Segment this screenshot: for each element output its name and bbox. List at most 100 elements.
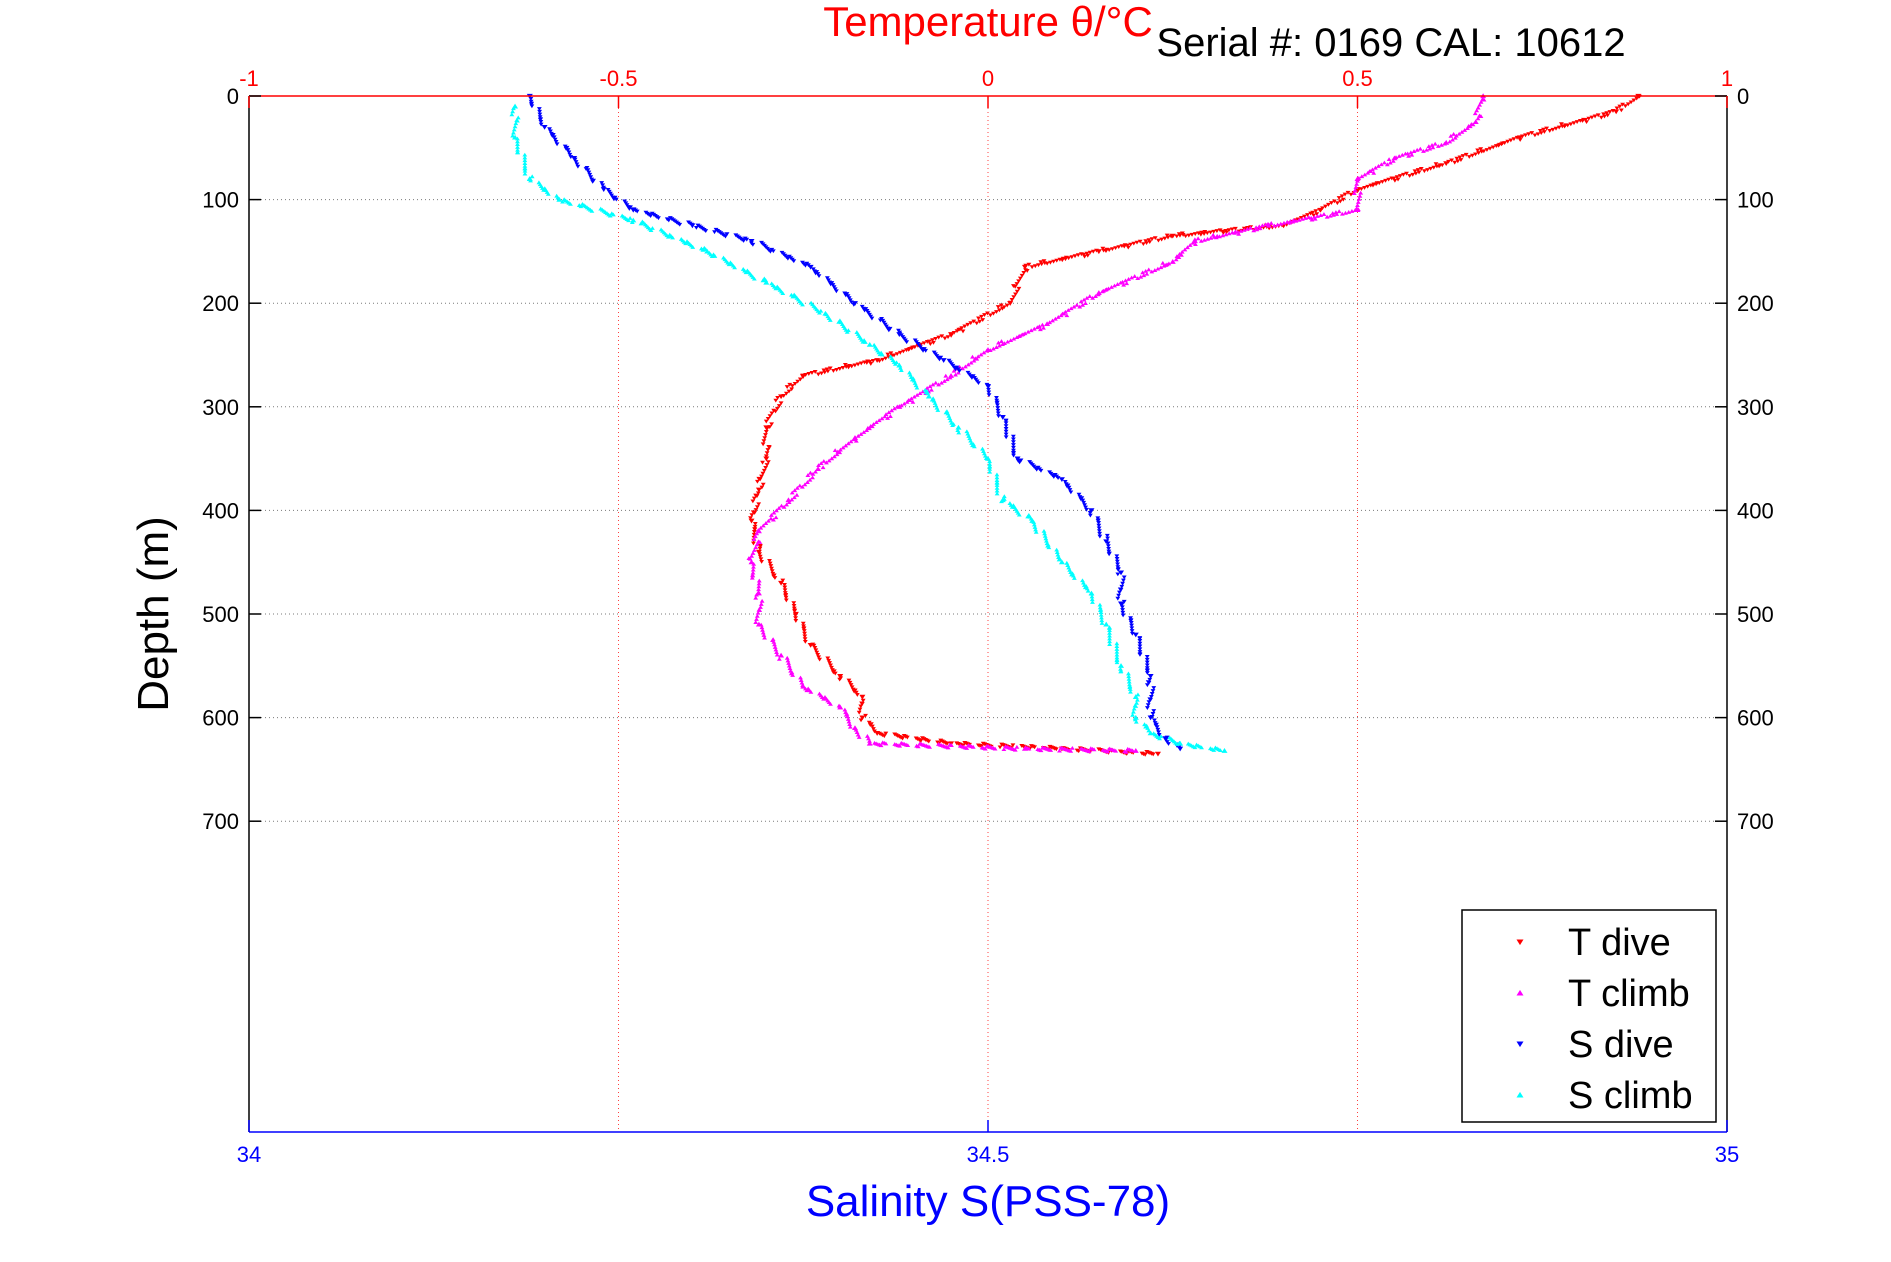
data-point-interp	[1040, 322, 1045, 327]
data-point-interp	[1154, 722, 1159, 727]
data-point-interp	[1131, 241, 1137, 246]
data-point-interp	[1014, 335, 1020, 340]
data-point-interp	[828, 701, 833, 706]
data-point-interp	[1473, 152, 1478, 157]
data-point	[556, 196, 563, 202]
data-point-interp	[1623, 104, 1628, 109]
data-point-interp	[1414, 147, 1420, 152]
data-point-interp	[753, 545, 759, 550]
data-point-interp	[1127, 687, 1133, 691]
data-point-interp	[751, 537, 757, 541]
data-point-interp	[589, 208, 595, 213]
data-point-interp	[1602, 114, 1607, 119]
data-point-interp	[1426, 144, 1432, 149]
data-point-interp	[1334, 201, 1340, 206]
data-point-interp	[753, 595, 759, 600]
data-point-interp	[522, 168, 528, 173]
data-point-interp	[1011, 443, 1016, 447]
data-point-interp	[1156, 732, 1162, 737]
data-point-interp	[862, 340, 868, 344]
data-point-interp	[844, 292, 850, 296]
data-point-interp	[1048, 748, 1054, 752]
data-point-interp	[1137, 652, 1143, 657]
data-point-interp	[851, 302, 857, 307]
data-point	[1088, 508, 1095, 514]
data-point-interp	[1394, 175, 1400, 180]
data-point-interp	[843, 443, 849, 448]
data-point-interp	[756, 476, 762, 481]
data-point-interp	[758, 622, 764, 627]
data-point-interp	[1352, 208, 1358, 212]
data-point-interp	[746, 556, 752, 560]
data-point	[1014, 456, 1021, 462]
data-point-interp	[1069, 745, 1075, 750]
data-point-interp	[575, 164, 581, 169]
data-point-interp	[1128, 616, 1133, 621]
data-point-interp	[1149, 237, 1155, 242]
data-point-interp	[588, 175, 594, 180]
data-point-interp	[1095, 518, 1101, 523]
data-point-interp	[1087, 294, 1093, 298]
data-point-interp	[744, 237, 750, 242]
data-point-interp	[948, 333, 954, 338]
data-point-interp	[1149, 692, 1155, 696]
data-point-interp	[810, 267, 816, 272]
data-point-interp	[1089, 597, 1095, 602]
data-point-interp	[938, 355, 944, 360]
data-point-interp	[1185, 245, 1190, 250]
data-point-interp	[1150, 752, 1156, 757]
data-point-interp	[1418, 166, 1424, 171]
data-point-interp	[1084, 295, 1090, 300]
data-point-interp	[1147, 677, 1153, 682]
data-point-interp	[1628, 100, 1634, 105]
data-point-interp	[1272, 223, 1277, 228]
data-point-interp	[1581, 117, 1586, 122]
data-point-interp	[1490, 145, 1496, 150]
data-point-interp	[1137, 641, 1143, 646]
data-point-interp	[1063, 255, 1069, 260]
data-point-interp	[1487, 146, 1493, 151]
data-point-interp	[749, 513, 755, 518]
data-point-interp	[1085, 253, 1091, 258]
data-point-interp	[1120, 608, 1125, 612]
data-point-interp	[810, 471, 816, 476]
data-point-interp	[1157, 736, 1162, 741]
data-point	[1472, 119, 1479, 124]
data-point-interp	[1220, 231, 1226, 236]
data-point-interp	[732, 265, 738, 270]
data-point-interp	[1043, 536, 1049, 541]
data-point-interp	[1313, 209, 1319, 214]
data-point-interp	[878, 743, 884, 748]
data-point-interp	[867, 738, 872, 743]
data-point-interp	[1038, 748, 1044, 753]
data-point-interp	[814, 650, 820, 655]
data-point-interp	[858, 431, 864, 436]
data-point-interp	[1233, 229, 1238, 234]
data-point-interp	[648, 214, 654, 218]
data-point-interp	[784, 502, 789, 507]
data-point-interp	[1058, 313, 1064, 318]
data-point-interp	[1017, 276, 1023, 281]
data-point-interp	[856, 735, 862, 739]
data-point-interp	[1144, 666, 1150, 671]
data-point-interp	[1165, 235, 1171, 240]
data-point-interp	[915, 744, 921, 749]
data-point-interp	[1376, 164, 1381, 168]
data-point-interp	[1470, 122, 1476, 127]
data-point-interp	[1386, 157, 1392, 162]
data-point-interp	[789, 387, 795, 392]
data-point-interp	[1032, 525, 1038, 529]
data-point-interp	[760, 471, 766, 476]
data-point-interp	[712, 253, 718, 258]
data-point-interp	[982, 746, 988, 751]
data-point-interp	[764, 426, 770, 431]
data-point-interp	[1028, 328, 1034, 333]
data-point-interp	[763, 430, 769, 434]
data-point-interp	[1146, 728, 1152, 733]
data-point-interp	[1109, 285, 1114, 289]
data-point-interp	[1311, 213, 1317, 218]
data-point	[1095, 290, 1102, 295]
data-point-interp	[1176, 255, 1182, 259]
y-tick-label-right-0: 0	[1737, 84, 1749, 109]
data-point-interp	[1529, 131, 1535, 135]
